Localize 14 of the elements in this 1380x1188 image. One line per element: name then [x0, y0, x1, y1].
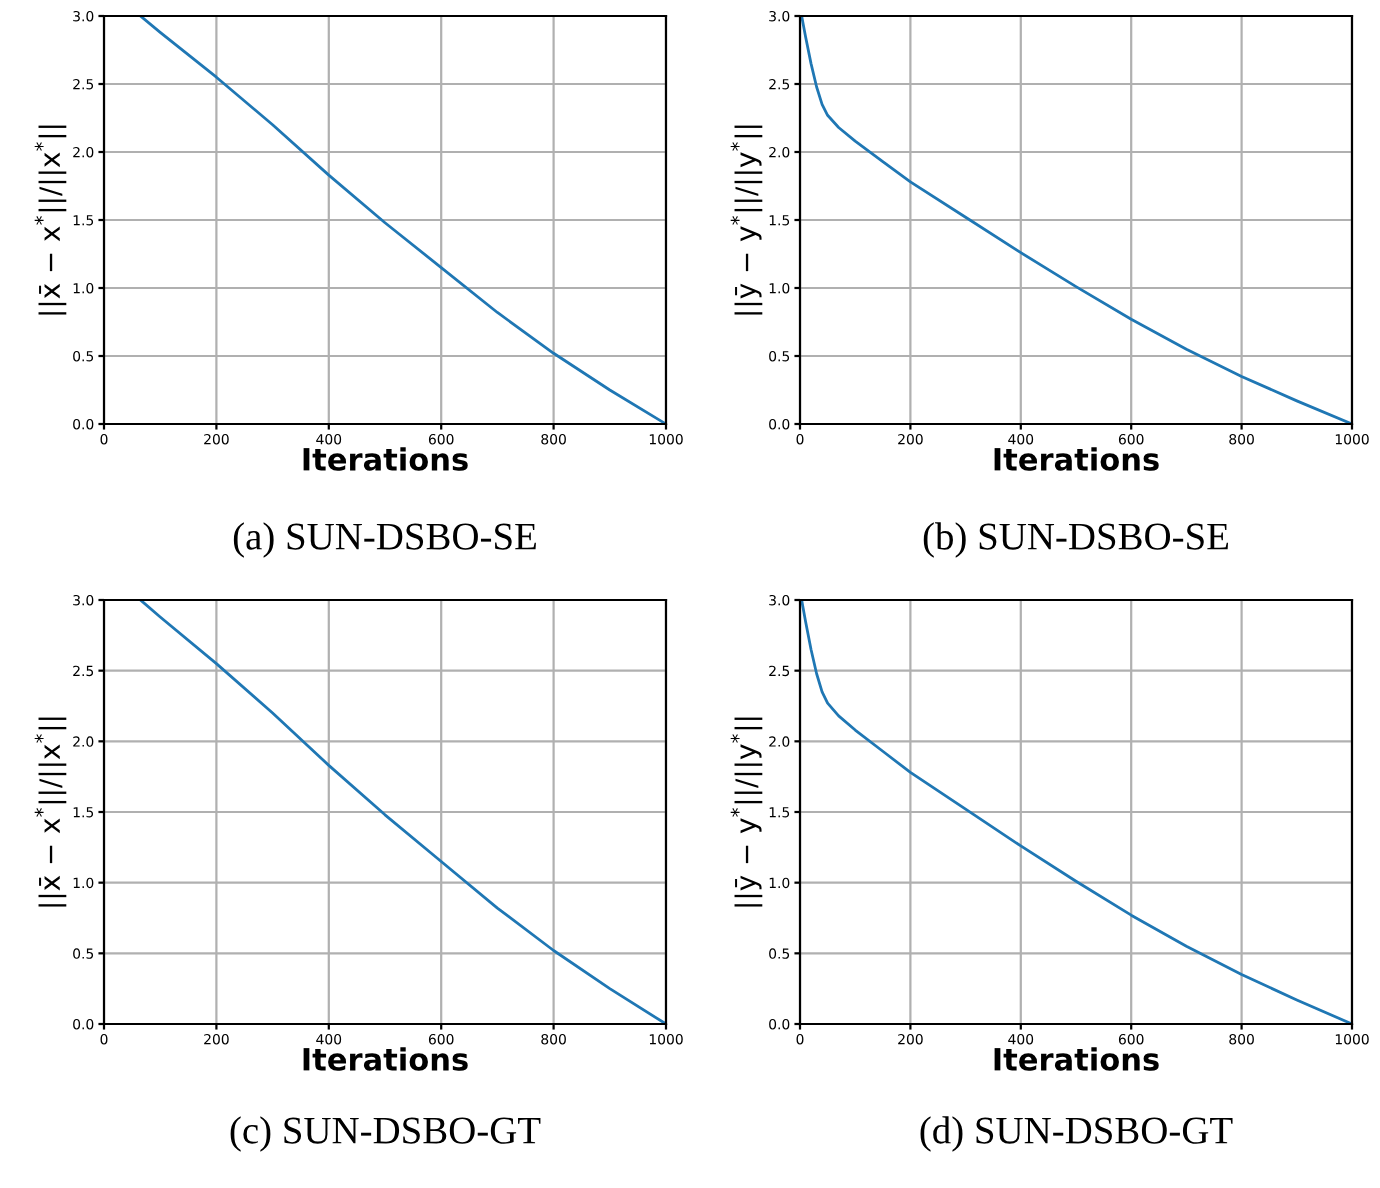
- y-axis-title: ||ȳ − y$^{*}$||/||y$^{*}$||: [730, 717, 763, 907]
- y-axis-title: ||ȳ − y$^{*}$||/||y$^{*}$||: [730, 125, 763, 315]
- y-axis-title: ||x̄ − x$^{*}$||/||x$^{*}$||: [34, 125, 67, 315]
- x-axis-title: Iterations: [994, 447, 1159, 471]
- text: (b) SUN-DSBO-SE: [923, 522, 1229, 558]
- line-series: [800, 600, 1352, 1024]
- line-series: [800, 16, 1352, 424]
- y-axis-title: ||x̄ − x$^{*}$||/||x$^{*}$||: [34, 717, 67, 907]
- text: (a) SUN-DSBO-SE: [233, 522, 536, 558]
- x-axis-title: Iterations: [994, 1047, 1159, 1071]
- x-axis-title: Iterations: [303, 1047, 468, 1071]
- text: (d) SUN-DSBO-GT: [920, 1116, 1233, 1152]
- text: (c) SUN-DSBO-GT: [230, 1116, 541, 1152]
- x-axis-title: Iterations: [303, 447, 468, 471]
